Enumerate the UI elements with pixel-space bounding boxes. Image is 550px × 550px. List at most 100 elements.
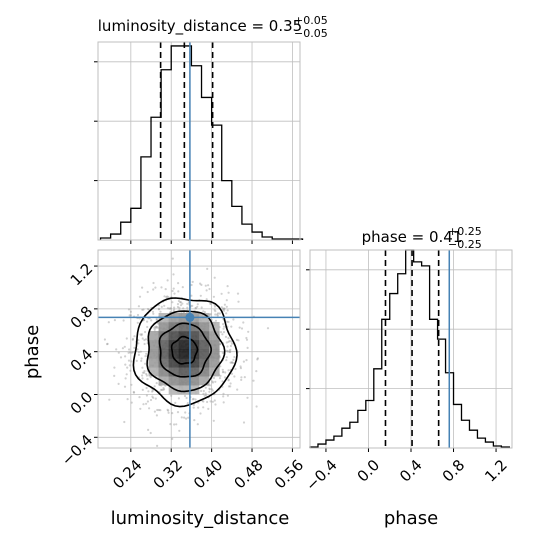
sample-point — [229, 348, 232, 351]
title-main: luminosity_distance = 0.35 — [98, 17, 302, 36]
sample-point — [227, 340, 230, 343]
sample-point — [228, 339, 231, 343]
sample-point — [154, 397, 157, 400]
phase-title: phase = 0.41 — [362, 228, 463, 246]
sample-point — [227, 379, 230, 382]
sample-point — [223, 309, 226, 312]
sample-point — [141, 374, 144, 377]
sample-point — [194, 306, 197, 310]
sample-point — [169, 423, 172, 426]
density-cell — [148, 340, 159, 350]
sample-point — [191, 280, 194, 283]
sample-point — [219, 365, 222, 368]
sample-point — [229, 385, 232, 388]
sample-point — [141, 371, 145, 374]
sample-point — [205, 394, 208, 397]
sample-point — [179, 301, 182, 304]
sample-point — [137, 342, 140, 345]
sample-point — [191, 304, 194, 307]
sample-point — [230, 361, 233, 364]
sample-point — [146, 325, 149, 329]
density-cell — [178, 331, 190, 341]
sample-point — [227, 378, 230, 381]
sample-point — [214, 319, 218, 322]
histogram-step — [99, 45, 304, 240]
sample-point — [127, 308, 131, 311]
sample-point — [242, 360, 245, 363]
sample-point — [219, 374, 222, 377]
sample-point — [242, 321, 245, 324]
x-tick-label: 1.2 — [481, 456, 511, 486]
density-cell — [158, 322, 170, 332]
sample-point — [179, 304, 183, 307]
sample-point — [205, 298, 208, 301]
sample-point — [225, 356, 228, 359]
sample-point — [186, 302, 189, 305]
sample-point — [266, 327, 270, 330]
sample-point — [135, 359, 138, 362]
sample-point — [157, 408, 160, 412]
sample-point — [203, 394, 206, 397]
sample-point — [123, 385, 127, 388]
sample-point — [157, 308, 161, 311]
sample-point — [226, 350, 229, 353]
sample-point — [173, 308, 176, 311]
x-axis-label: phase — [384, 508, 438, 529]
sample-point — [155, 382, 158, 385]
sample-point — [132, 391, 136, 394]
sample-point — [208, 387, 211, 390]
sample-point — [225, 359, 228, 362]
sample-point — [141, 366, 144, 369]
sample-point — [129, 351, 132, 354]
sample-point — [199, 294, 202, 297]
density-cell — [168, 367, 180, 377]
sample-point — [225, 312, 228, 315]
y-tick-label: 0.4 — [67, 345, 97, 375]
y-axis-label: phase — [22, 325, 43, 379]
sample-point — [226, 320, 229, 323]
sample-point — [202, 400, 205, 403]
sample-point — [240, 378, 243, 381]
sample-point — [124, 377, 127, 380]
sample-point — [213, 305, 217, 308]
sample-point — [220, 306, 223, 309]
sample-point — [155, 325, 158, 328]
sample-point — [163, 295, 166, 298]
sample-point — [196, 423, 199, 426]
x-tick-label: 0.0 — [354, 456, 384, 486]
sample-point — [256, 357, 259, 360]
sample-point — [180, 416, 183, 419]
sample-point — [140, 333, 143, 336]
sample-point — [133, 346, 136, 349]
sample-point — [194, 398, 197, 401]
density-cell — [148, 367, 159, 377]
sample-point — [221, 351, 224, 354]
sample-point — [239, 365, 242, 368]
sample-point — [204, 392, 207, 395]
sample-point — [237, 300, 240, 303]
sample-point — [123, 420, 126, 424]
sample-point — [227, 320, 230, 324]
sample-point — [138, 295, 142, 298]
density-cell — [188, 367, 200, 377]
density-cell — [209, 331, 220, 341]
y-tick-labels: −0.4 0.0 0.4 0.8 1.2 — [58, 260, 96, 470]
sample-point — [117, 382, 120, 385]
sample-point — [186, 306, 189, 309]
density-cell — [158, 367, 170, 377]
sample-point — [177, 397, 180, 400]
grid — [310, 250, 512, 448]
sample-point — [121, 347, 124, 350]
sample-point — [155, 325, 158, 328]
sample-point — [237, 339, 240, 342]
sample-point — [153, 328, 156, 331]
sample-point — [165, 295, 168, 299]
truth-lines — [98, 250, 300, 448]
luminosity-distance-hist-panel: luminosity_distance = 0.35 +0.05 −0.05 — [94, 14, 328, 244]
sample-point — [208, 388, 212, 391]
sample-point — [173, 423, 176, 426]
sample-point — [246, 346, 249, 349]
sample-point — [141, 308, 144, 311]
density-cell — [148, 358, 159, 368]
